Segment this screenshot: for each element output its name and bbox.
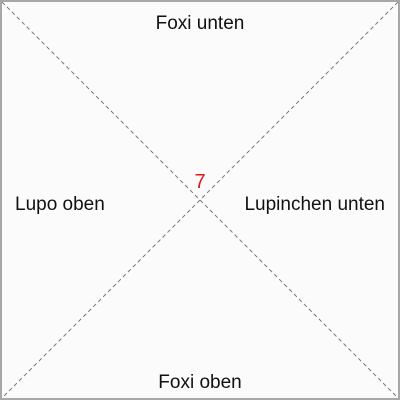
label-top: Foxi unten [155,13,245,34]
label-left: Lupo oben [15,194,105,215]
center-number: 7 [194,171,206,193]
label-right: Lupinchen unten [244,194,385,215]
label-bottom: Foxi oben [158,372,242,393]
